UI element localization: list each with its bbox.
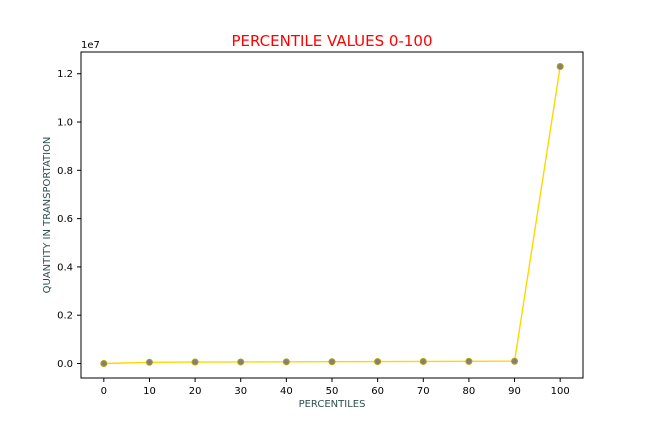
x-tick-label: 80 [463, 386, 476, 397]
x-tick-label: 0 [101, 386, 107, 397]
data-point [465, 357, 473, 365]
series-line [103, 66, 561, 365]
y-axis-offset-label: 1e7 [81, 40, 100, 51]
x-axis-label: PERCENTILES [299, 399, 366, 410]
x-tick-label: 10 [143, 386, 156, 397]
x-tick-label: 100 [551, 386, 570, 397]
y-tick-label: 0.0 [57, 359, 73, 370]
axes-frame [80, 51, 584, 379]
x-tick-label: 90 [508, 386, 521, 397]
data-point [328, 358, 336, 366]
chart-title: PERCENTILE VALUES 0-100 [231, 32, 432, 50]
x-tick-label: 40 [280, 386, 293, 397]
data-point [511, 357, 519, 365]
y-tick-label: 0.8 [57, 166, 73, 177]
x-tick-label: 60 [371, 386, 384, 397]
x-tick-label: 50 [326, 386, 339, 397]
data-point [556, 62, 564, 70]
y-tick-label: 0.4 [57, 262, 73, 273]
data-point [237, 358, 245, 366]
y-tick-label: 0.2 [57, 311, 73, 322]
data-point [100, 360, 108, 368]
data-point [419, 357, 427, 365]
x-tick-label: 20 [189, 386, 202, 397]
y-tick-label: 1.2 [57, 69, 73, 80]
data-point [374, 358, 382, 366]
y-tick-label: 1.0 [57, 118, 73, 129]
y-tick-label: 0.6 [57, 214, 73, 225]
data-point [145, 358, 153, 366]
y-axis-ticks: 0.0 0.2 0.4 0.6 0.8 1.0 1.2 [57, 69, 81, 370]
data-point [191, 358, 199, 366]
series-points [100, 62, 564, 368]
x-axis-ticks: 0 10 20 30 40 50 60 70 80 90 100 [101, 378, 570, 397]
x-tick-label: 70 [417, 386, 430, 397]
y-axis-label: QUANTITY IN TRANSPORTATION [42, 137, 53, 294]
x-tick-label: 30 [234, 386, 247, 397]
data-point [282, 358, 290, 366]
